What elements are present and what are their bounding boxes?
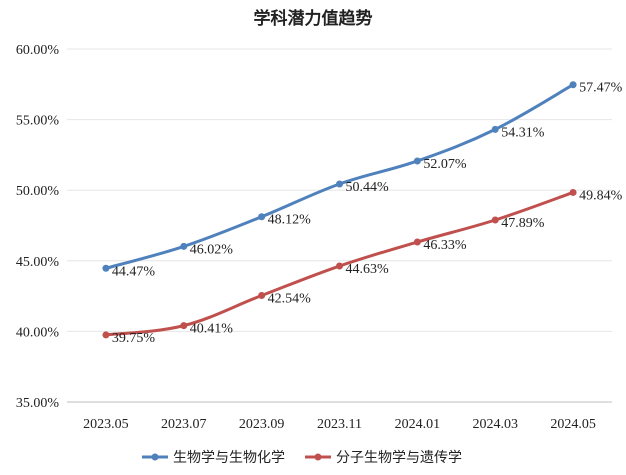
legend-point-marker xyxy=(151,453,159,461)
data-point xyxy=(569,81,577,89)
legend-label: 分子生物学与遗传学 xyxy=(336,450,462,466)
series-line xyxy=(104,83,575,270)
data-label: 44.63% xyxy=(346,262,390,277)
chart-title: 学科潜力值趋势 xyxy=(254,8,373,29)
data-point xyxy=(180,322,188,330)
data-label: 46.33% xyxy=(423,238,467,253)
data-point xyxy=(258,292,266,300)
data-label: 50.44% xyxy=(346,180,390,195)
x-axis-ticks: 2023.05 2023.07 2023.09 2023.11 2024.01 2024.… xyxy=(83,417,596,432)
data-point xyxy=(569,188,577,196)
data-point xyxy=(336,180,343,188)
data-point xyxy=(336,262,343,270)
series-1: 44.47% 46.02% 48.12% 50.44% 52.07% 54.31% 57.4… xyxy=(102,81,623,279)
data-label: 40.41% xyxy=(190,322,234,337)
x-tick-label: 2023.11 xyxy=(317,417,362,432)
series-2: 39.75% 40.41% 42.54% 44.63% 46.33% 47.89% 49.8… xyxy=(102,188,623,346)
y-tick-label: 40.00% xyxy=(16,325,60,340)
data-label: 54.31% xyxy=(501,125,545,140)
x-tick-label: 2023.07 xyxy=(161,417,207,432)
data-label: 46.02% xyxy=(190,242,234,257)
data-point xyxy=(258,213,266,221)
y-axis-ticks: 35.00% 40.00% 45.00% 50.00% 55.00% 60.00% xyxy=(16,43,60,411)
data-point xyxy=(491,125,499,133)
legend-item: 分子生物学与遗传学 xyxy=(305,450,462,466)
data-label: 49.84% xyxy=(579,188,623,203)
legend: 生物学与生物化学 分子生物学与遗传学 xyxy=(142,450,462,466)
legend-label: 生物学与生物化学 xyxy=(173,450,285,466)
data-point xyxy=(102,331,110,339)
y-tick-label: 50.00% xyxy=(16,184,60,199)
x-tick-label: 2023.09 xyxy=(239,417,285,432)
y-tick-label: 55.00% xyxy=(16,114,60,129)
data-point xyxy=(102,264,110,272)
y-tick-label: 35.00% xyxy=(16,396,60,411)
data-point xyxy=(180,242,188,250)
series-group: 44.47% 46.02% 48.12% 50.44% 52.07% 54.31% 57.4… xyxy=(102,81,623,346)
x-tick-label: 2024.05 xyxy=(550,417,596,432)
data-point xyxy=(413,157,421,165)
data-label: 39.75% xyxy=(112,331,156,346)
x-tick-label: 2024.03 xyxy=(472,417,518,432)
data-label: 44.47% xyxy=(112,264,156,279)
y-tick-label: 45.00% xyxy=(16,255,60,270)
legend-item: 生物学与生物化学 xyxy=(142,450,285,466)
data-label: 42.54% xyxy=(268,292,312,307)
data-label: 48.12% xyxy=(268,213,312,228)
legend-point-marker xyxy=(314,453,322,461)
x-tick-label: 2024.01 xyxy=(395,417,441,432)
data-point xyxy=(491,216,499,224)
data-point xyxy=(413,238,421,246)
x-tick-label: 2023.05 xyxy=(83,417,129,432)
data-label: 52.07% xyxy=(423,157,467,172)
data-label: 57.47% xyxy=(579,81,623,96)
y-tick-label: 60.00% xyxy=(16,43,60,58)
data-label: 47.89% xyxy=(501,216,545,231)
